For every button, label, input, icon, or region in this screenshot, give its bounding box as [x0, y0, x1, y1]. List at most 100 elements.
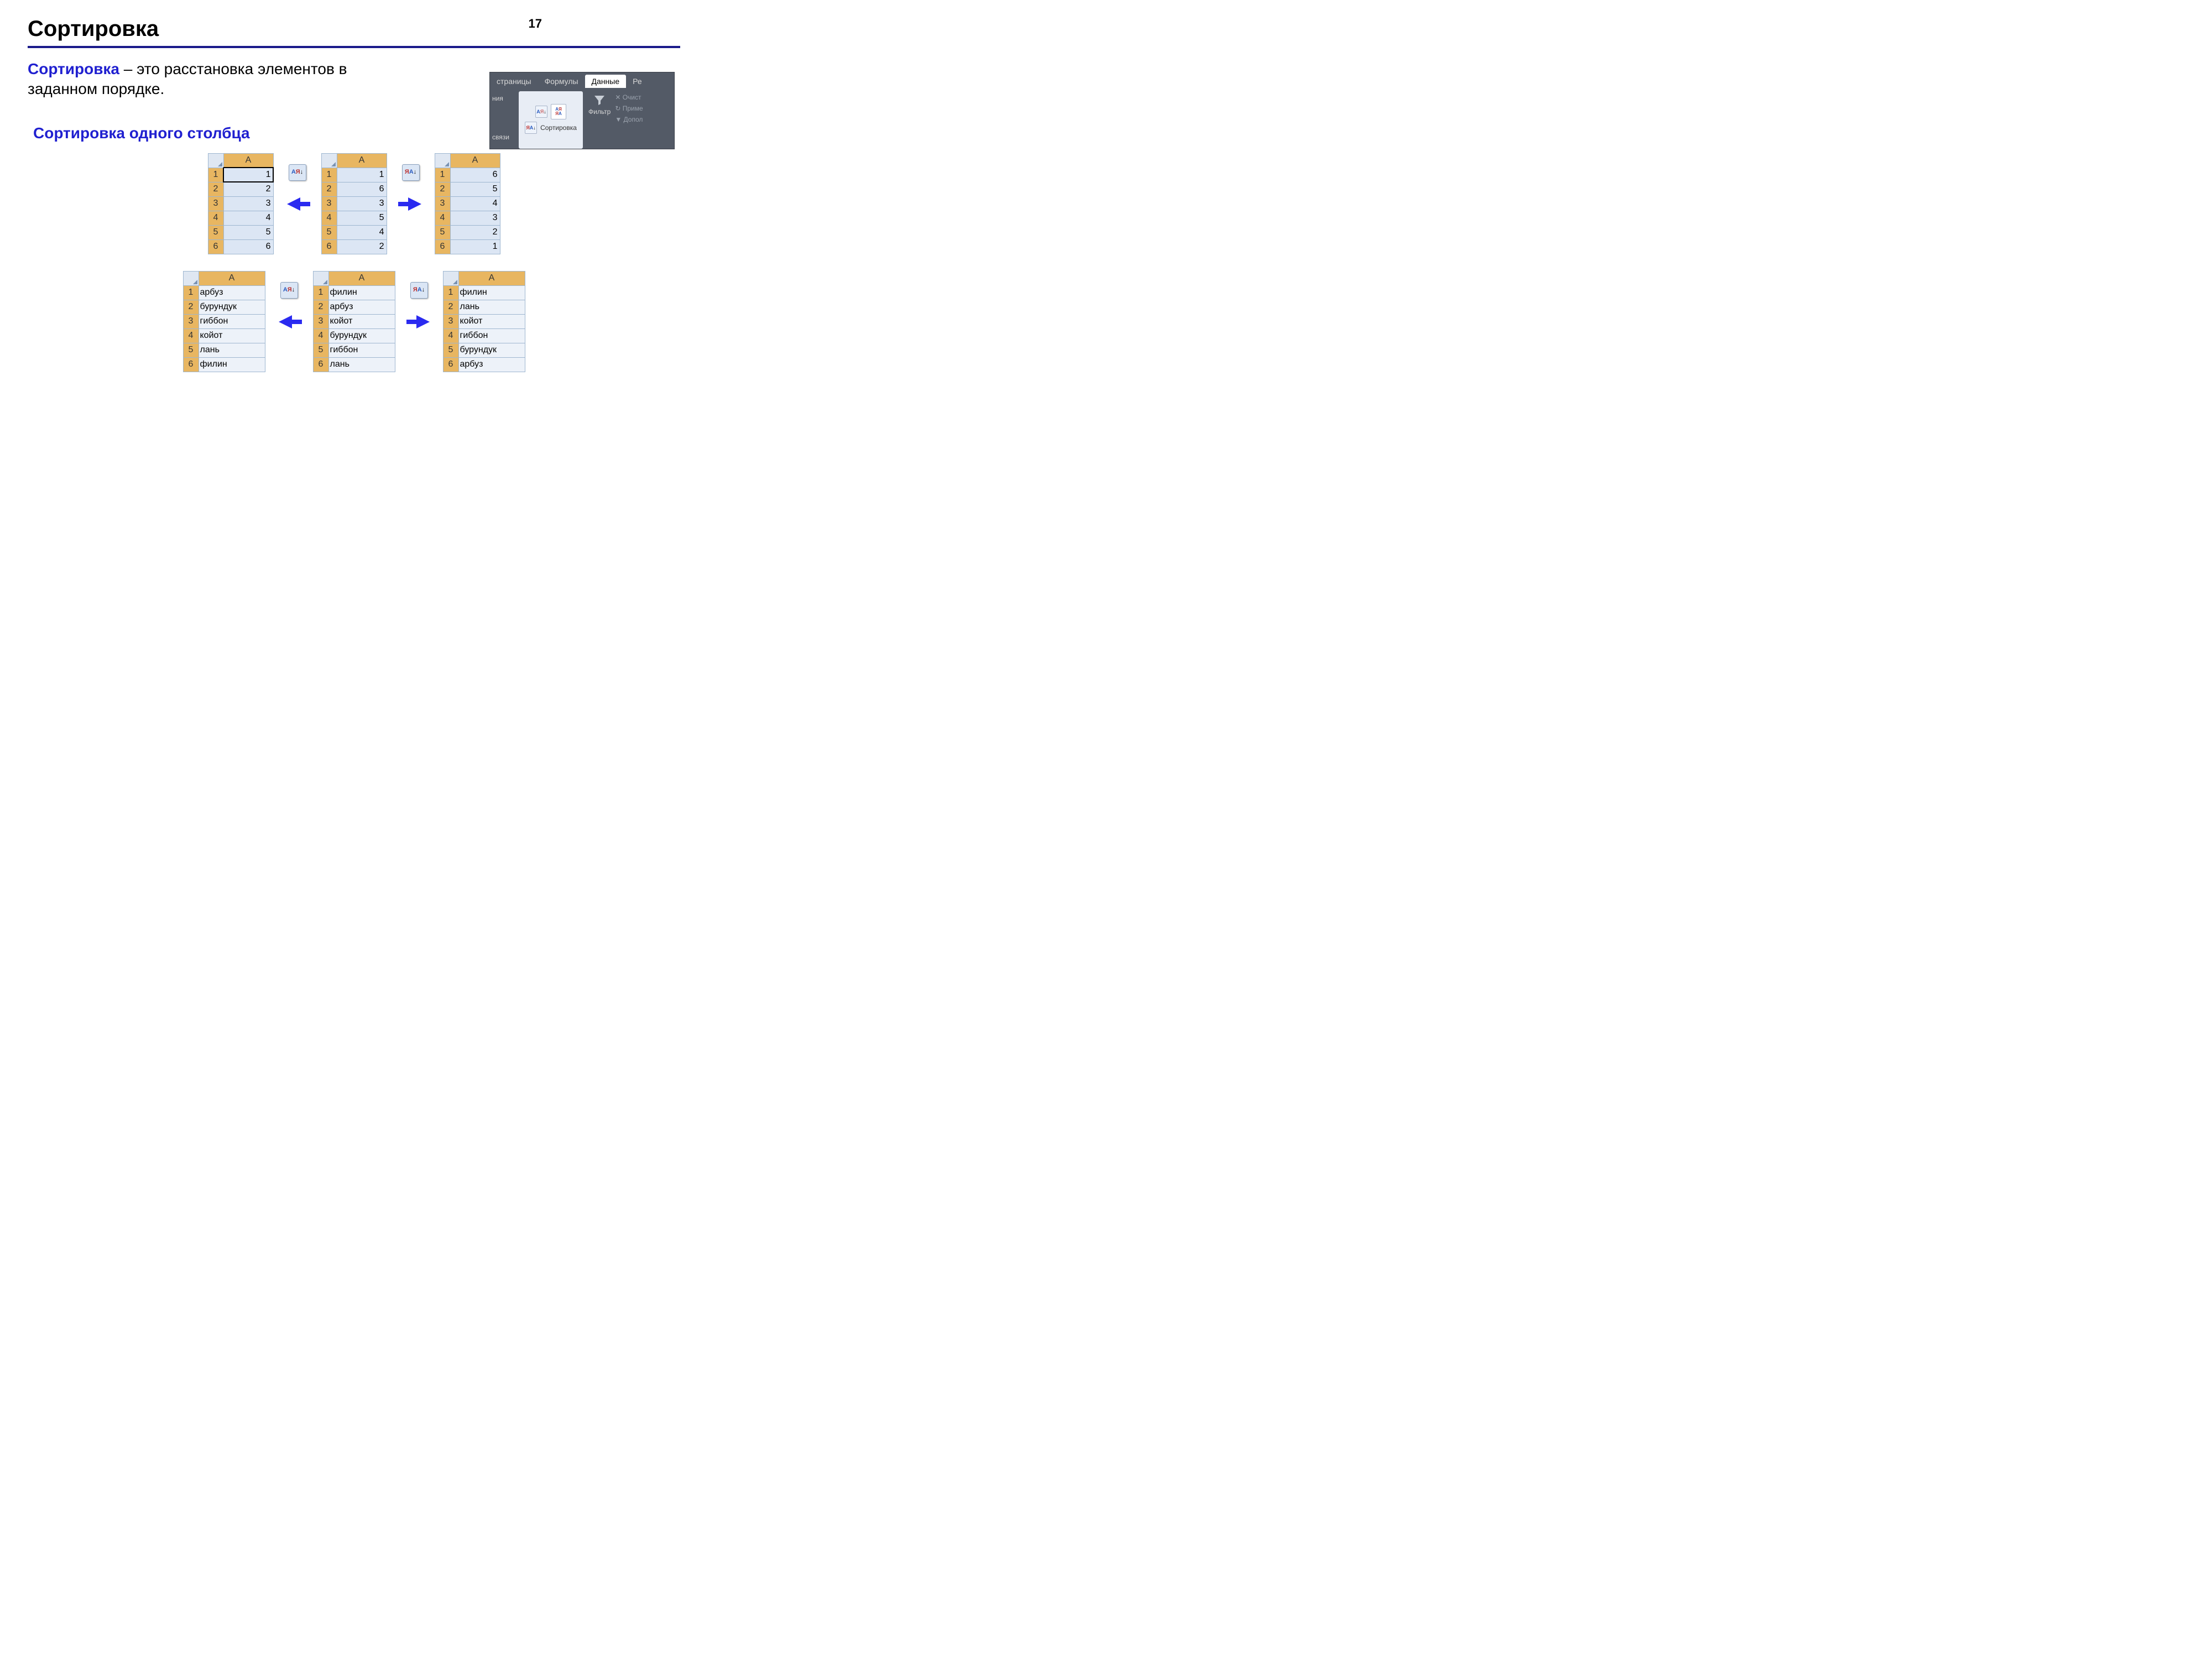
cell[interactable]: филин: [328, 285, 395, 300]
ribbon-tab-data[interactable]: Данные: [585, 75, 627, 88]
row-header[interactable]: 1: [183, 285, 199, 300]
sort-asc-button[interactable]: АЯ↓: [535, 106, 547, 118]
cell[interactable]: 1: [337, 168, 387, 182]
row-header[interactable]: 5: [313, 343, 328, 357]
cell[interactable]: койот: [199, 328, 265, 343]
cell[interactable]: 2: [450, 225, 500, 239]
corner-cell[interactable]: [208, 153, 223, 168]
cell[interactable]: гиббон: [328, 343, 395, 357]
cell[interactable]: бурундук: [328, 328, 395, 343]
corner-cell[interactable]: [321, 153, 337, 168]
ribbon-tab-formulas[interactable]: Формулы: [538, 75, 585, 88]
row-header[interactable]: 6: [435, 239, 450, 254]
row-header[interactable]: 4: [443, 328, 458, 343]
col-header-a[interactable]: A: [337, 153, 387, 168]
cell[interactable]: лань: [328, 357, 395, 372]
cell[interactable]: 2: [337, 239, 387, 254]
row-header[interactable]: 5: [435, 225, 450, 239]
row-header[interactable]: 4: [313, 328, 328, 343]
row-header[interactable]: 4: [183, 328, 199, 343]
corner-cell[interactable]: [443, 271, 458, 285]
filter-clear[interactable]: ✕ Очист: [615, 93, 643, 101]
ribbon-tab-review[interactable]: Ре: [626, 75, 649, 88]
cell[interactable]: 6: [450, 168, 500, 182]
row-header[interactable]: 3: [208, 196, 223, 211]
cell[interactable]: 4: [223, 211, 273, 225]
row-header[interactable]: 6: [208, 239, 223, 254]
cell[interactable]: 5: [450, 182, 500, 196]
sort-desc-icon[interactable]: ЯА↓: [402, 164, 420, 181]
cell[interactable]: гиббон: [199, 314, 265, 328]
sort-asc-icon[interactable]: АЯ↓: [280, 282, 298, 299]
row-header[interactable]: 3: [183, 314, 199, 328]
row-header[interactable]: 1: [208, 168, 223, 182]
cell[interactable]: бурундук: [458, 343, 525, 357]
cell[interactable]: 3: [450, 211, 500, 225]
cell[interactable]: гиббон: [458, 328, 525, 343]
filter-advanced[interactable]: ▼ Допол: [615, 116, 643, 123]
row-header[interactable]: 5: [321, 225, 337, 239]
sort-desc-icon[interactable]: ЯА↓: [410, 282, 428, 299]
sort-dialog-button[interactable]: АЯЯА: [551, 104, 566, 119]
row-header[interactable]: 3: [443, 314, 458, 328]
row-header[interactable]: 2: [435, 182, 450, 196]
row-header[interactable]: 4: [208, 211, 223, 225]
sort-desc-button[interactable]: ЯА↓: [525, 122, 537, 134]
cell[interactable]: 1: [450, 239, 500, 254]
cell[interactable]: филин: [458, 285, 525, 300]
row-header[interactable]: 6: [321, 239, 337, 254]
row-header[interactable]: 5: [183, 343, 199, 357]
row-header[interactable]: 2: [321, 182, 337, 196]
sort-asc-icon[interactable]: АЯ↓: [289, 164, 306, 181]
ribbon-filter-group[interactable]: Фильтр: [585, 91, 614, 149]
cell[interactable]: 2: [223, 182, 273, 196]
cell[interactable]: 6: [337, 182, 387, 196]
cell[interactable]: бурундук: [199, 300, 265, 314]
row-header[interactable]: 6: [313, 357, 328, 372]
cell[interactable]: 5: [223, 225, 273, 239]
filter-reapply[interactable]: ↻ Приме: [615, 105, 643, 112]
page-number: 17: [529, 17, 542, 31]
cell[interactable]: арбуз: [458, 357, 525, 372]
col-header-a[interactable]: A: [458, 271, 525, 285]
row-header[interactable]: 3: [321, 196, 337, 211]
cell[interactable]: 4: [337, 225, 387, 239]
cell[interactable]: 5: [337, 211, 387, 225]
cell[interactable]: 4: [450, 196, 500, 211]
row-header[interactable]: 1: [435, 168, 450, 182]
cell[interactable]: 6: [223, 239, 273, 254]
corner-cell[interactable]: [435, 153, 450, 168]
row-header[interactable]: 5: [443, 343, 458, 357]
row-header[interactable]: 1: [321, 168, 337, 182]
cell[interactable]: 3: [223, 196, 273, 211]
cell[interactable]: лань: [199, 343, 265, 357]
cell[interactable]: койот: [328, 314, 395, 328]
col-header-a[interactable]: A: [450, 153, 500, 168]
ribbon-tab-pages[interactable]: страницы: [490, 75, 538, 88]
col-header-a[interactable]: A: [223, 153, 273, 168]
cell[interactable]: 3: [337, 196, 387, 211]
cell[interactable]: койот: [458, 314, 525, 328]
row-header[interactable]: 4: [435, 211, 450, 225]
row-header[interactable]: 2: [208, 182, 223, 196]
row-header[interactable]: 6: [183, 357, 199, 372]
row-header[interactable]: 2: [313, 300, 328, 314]
col-header-a[interactable]: A: [199, 271, 265, 285]
corner-cell[interactable]: [313, 271, 328, 285]
cell[interactable]: арбуз: [199, 285, 265, 300]
row-header[interactable]: 1: [313, 285, 328, 300]
row-header[interactable]: 2: [183, 300, 199, 314]
cell[interactable]: арбуз: [328, 300, 395, 314]
row-header[interactable]: 1: [443, 285, 458, 300]
row-header[interactable]: 2: [443, 300, 458, 314]
row-header[interactable]: 4: [321, 211, 337, 225]
row-header[interactable]: 6: [443, 357, 458, 372]
col-header-a[interactable]: A: [328, 271, 395, 285]
cell[interactable]: лань: [458, 300, 525, 314]
cell[interactable]: 1: [223, 168, 273, 182]
cell[interactable]: филин: [199, 357, 265, 372]
corner-cell[interactable]: [183, 271, 199, 285]
row-header[interactable]: 3: [435, 196, 450, 211]
row-header[interactable]: 5: [208, 225, 223, 239]
row-header[interactable]: 3: [313, 314, 328, 328]
